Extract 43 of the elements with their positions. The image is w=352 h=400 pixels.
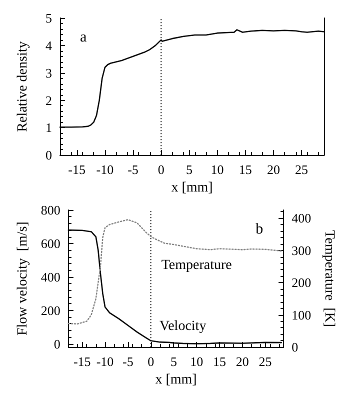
x-tick-label: 10 [190, 354, 204, 370]
x-tick-label: 20 [266, 162, 280, 178]
y2-axis-title: Temperature [K] [322, 230, 336, 328]
y-tick-label: 2 [46, 92, 52, 108]
x-axis-title: x [mm] [171, 180, 213, 196]
x-tick-label: 15 [238, 162, 252, 178]
y-tick-label: 4 [46, 38, 52, 53]
y-axis-title: Flow velocity [m/s] [16, 222, 30, 336]
x-tick-label: 25 [295, 162, 308, 178]
series-label: Temperature [161, 258, 232, 274]
x-tick-label: -5 [128, 162, 138, 178]
x-tick-label: 10 [210, 162, 224, 178]
y-axis-title: Relative density [16, 41, 30, 132]
y-tick-label: 5 [46, 10, 52, 26]
x-tick-label: 15 [213, 354, 226, 370]
x-tick-label: 20 [236, 354, 249, 370]
x-tick-label: -10 [96, 354, 114, 370]
x-axis-title: x [mm] [155, 372, 197, 388]
y2-tick-label: 400 [292, 210, 312, 226]
x-tick-label: 0 [158, 162, 164, 178]
x-tick-label: 5 [186, 162, 192, 178]
y-tick-label: 200 [40, 302, 60, 318]
y-tick-label: 1 [46, 120, 52, 136]
series-label: Velocity [160, 318, 206, 334]
x-tick-label: -15 [68, 162, 86, 178]
y2-tick-label: 100 [292, 307, 312, 322]
y-tick-label: 3 [46, 65, 52, 80]
y-tick-label: 600 [40, 236, 60, 251]
x-tick-label: 0 [148, 354, 154, 370]
y-tick-label: 0 [54, 336, 60, 352]
y-tick-label: 400 [40, 269, 60, 284]
y2-tick-label: 300 [292, 242, 312, 258]
y-tick-label: 0 [46, 148, 52, 163]
x-tick-label: 5 [170, 354, 177, 370]
x-tick-label: -10 [96, 162, 114, 178]
annotation: b [256, 222, 264, 238]
annotation: a [80, 30, 87, 46]
x-tick-label: -15 [73, 354, 91, 370]
y2-tick-label: 0 [292, 340, 298, 355]
y-tick-label: 800 [40, 202, 60, 218]
x-tick-label: -5 [122, 354, 134, 370]
y2-tick-label: 200 [292, 275, 312, 290]
x-tick-label: 25 [258, 354, 272, 370]
